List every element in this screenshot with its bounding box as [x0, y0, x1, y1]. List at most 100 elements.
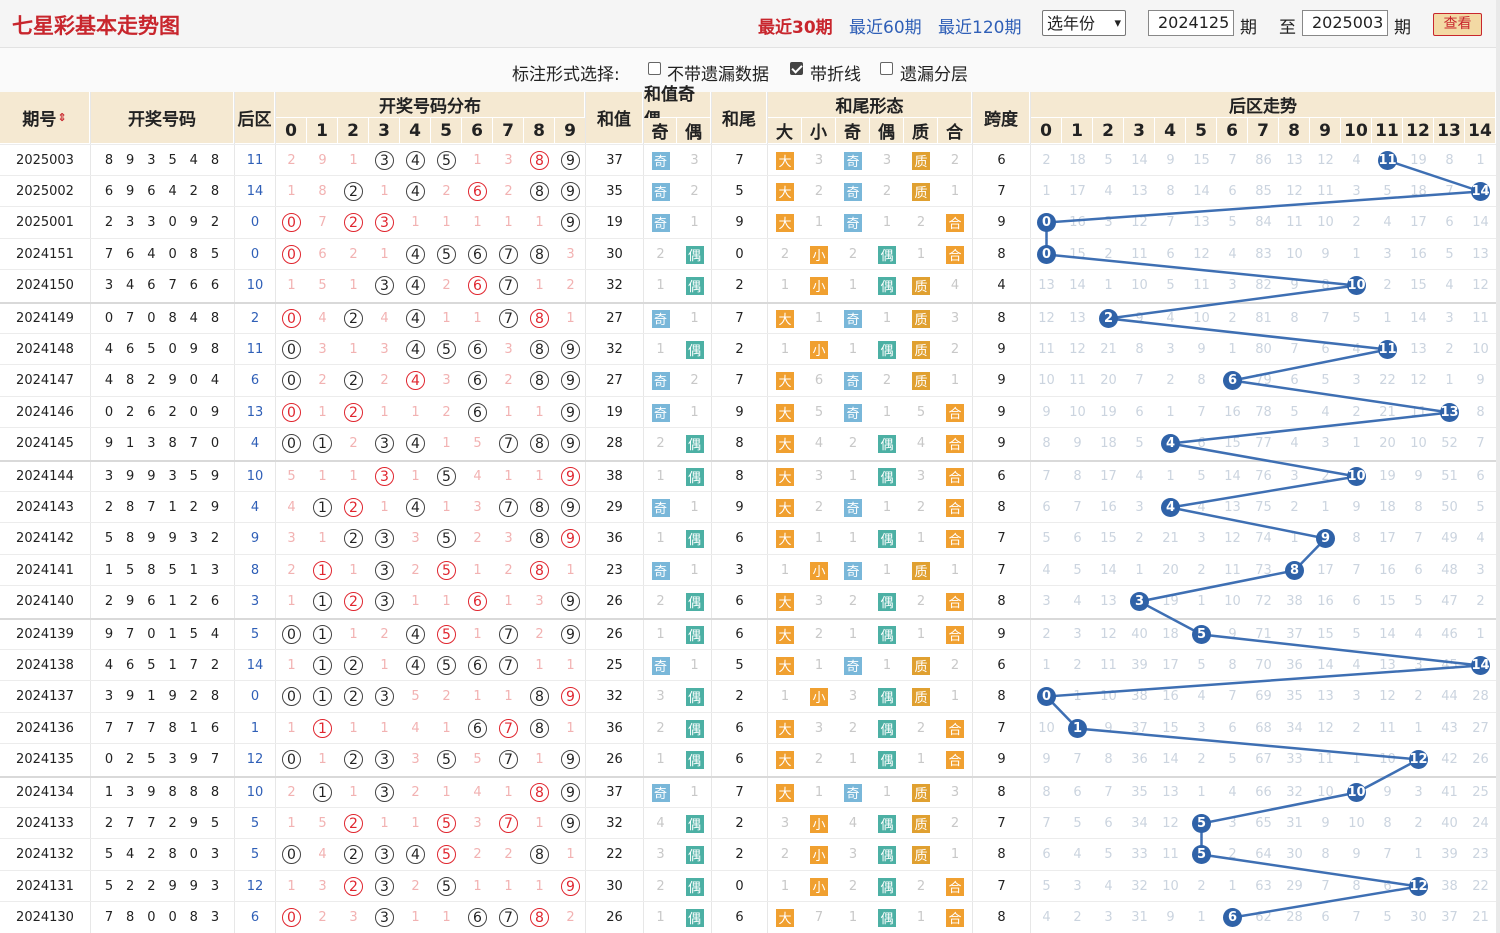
- checkbox-miss-layer[interactable]: [880, 62, 893, 75]
- miss-count: 3: [566, 247, 575, 262]
- back-trend-cell: 1: [1217, 871, 1248, 902]
- hit-ball: 6: [468, 592, 487, 611]
- hit-ball: 4: [406, 182, 425, 201]
- miss-count: 46: [1441, 627, 1458, 642]
- form-cell: 小: [802, 334, 836, 365]
- miss-count: 1: [1073, 689, 1082, 704]
- form-cell: 偶: [870, 713, 904, 744]
- draw-number: 6: [210, 594, 220, 609]
- miss-count: 2: [1445, 342, 1454, 357]
- draw-number: 9: [189, 879, 198, 894]
- link-recent-30[interactable]: 最近30期: [758, 18, 833, 38]
- parity-cell: 1: [644, 744, 677, 775]
- form-tag: 偶: [878, 687, 896, 706]
- back-trend-cell: 6: [1062, 523, 1093, 554]
- miss-count: 13: [1162, 785, 1179, 800]
- scrollbar[interactable]: [1496, 0, 1500, 933]
- miss-count: 12: [1317, 721, 1334, 736]
- checkbox-with-line[interactable]: [790, 62, 803, 75]
- distribution-cell: 2: [369, 619, 400, 650]
- link-recent-60[interactable]: 最近60期: [849, 18, 922, 38]
- draw-number: 4: [126, 847, 135, 862]
- parity-cell: 1: [678, 650, 711, 681]
- back-trend-cell: 6: [1217, 365, 1248, 396]
- draw-number: 7: [126, 311, 135, 326]
- miss-count: 7: [1042, 816, 1051, 831]
- miss-count: 1: [1197, 594, 1206, 609]
- back-trend-cell: 7: [1403, 523, 1434, 554]
- miss-count: 8: [1290, 311, 1299, 326]
- miss-count: 8: [1321, 847, 1330, 862]
- distribution-cell: 2: [338, 176, 369, 207]
- back-trend-cell: 6: [1031, 492, 1062, 523]
- back-trend-cell: 77: [1248, 428, 1279, 459]
- miss-count: 1: [442, 311, 451, 326]
- miss-count: 2: [504, 373, 513, 388]
- span-value: 8: [997, 689, 1006, 704]
- parity-cell: 奇: [644, 555, 677, 586]
- hit-ball: 6: [468, 719, 487, 738]
- header-period[interactable]: 期号 ⇕: [0, 92, 90, 144]
- form-tag: 大: [776, 719, 794, 738]
- miss-count: 29: [1286, 879, 1303, 894]
- miss-count: 1: [504, 469, 513, 484]
- checkbox-no-miss[interactable]: [648, 62, 661, 75]
- miss-count: 1: [882, 658, 892, 673]
- draw-number: 0: [168, 215, 177, 230]
- back-trend-cell: 39: [1124, 650, 1155, 681]
- distribution-cell: 1: [431, 492, 462, 523]
- form-cell: 质: [904, 777, 938, 808]
- back-trend-cell: 9: [1186, 334, 1217, 365]
- tail-value: 0: [735, 247, 744, 262]
- span-value: 9: [997, 342, 1006, 357]
- link-recent-120[interactable]: 最近120期: [938, 18, 1022, 38]
- distribution-cell: 1: [276, 270, 307, 301]
- back-trend-cell: 85: [1248, 176, 1279, 207]
- period-cell: 2024137: [16, 689, 74, 704]
- form-tag: 大: [776, 529, 794, 548]
- period-to-input[interactable]: 2025003: [1302, 10, 1388, 36]
- parity-tag: 奇: [651, 656, 670, 675]
- year-select[interactable]: 选年份 ▾: [1042, 10, 1126, 36]
- back-trend-cell: 13: [1310, 681, 1341, 712]
- back-trend-cell: 2: [1093, 303, 1124, 334]
- miss-count: 11: [1162, 847, 1179, 862]
- back-trend-cell: 5: [1434, 239, 1465, 270]
- sort-arrows-icon[interactable]: ⇕: [57, 111, 67, 124]
- miss-count: 2: [656, 879, 665, 894]
- miss-count: 12: [1317, 153, 1334, 168]
- miss-count: 34: [1131, 816, 1148, 831]
- miss-count: 4: [656, 816, 665, 831]
- distribution-cell: 9: [555, 681, 586, 712]
- miss-count: 45: [1441, 658, 1458, 673]
- form-tag: 奇: [844, 403, 862, 422]
- draw-number: 2: [189, 184, 198, 199]
- miss-count: 1: [380, 721, 389, 736]
- period-from-input[interactable]: 2024125: [1148, 10, 1234, 36]
- header-sum: 和值: [586, 92, 643, 144]
- form-cell: 偶: [870, 428, 904, 459]
- back-number: 4: [250, 436, 260, 451]
- back-trend-cell: 6: [1155, 239, 1186, 270]
- form-tag: 质: [912, 182, 930, 201]
- hit-ball: 4: [406, 276, 425, 295]
- back-trend-cell: 10: [1341, 777, 1372, 808]
- hit-ball: 2: [344, 656, 363, 675]
- draw-number: 6: [147, 594, 156, 609]
- query-button[interactable]: 查看: [1433, 13, 1482, 36]
- draw-number: 3: [126, 215, 135, 230]
- back-trend-cell: 4: [1155, 492, 1186, 523]
- row-divider: [0, 776, 1496, 778]
- back-trend-cell: 7: [1310, 303, 1341, 334]
- draw-number: 6: [147, 405, 156, 420]
- miss-count: 1: [473, 215, 482, 230]
- span-value: 9: [997, 373, 1006, 388]
- draw-number: 0: [189, 405, 198, 420]
- form-cell: 大: [768, 397, 802, 428]
- miss-count: 51: [1441, 469, 1458, 484]
- hit-ball: 4: [406, 340, 425, 359]
- form-tag: 偶: [878, 845, 896, 864]
- back-trend-cell: 10: [1031, 365, 1062, 396]
- tail-value: 7: [735, 373, 744, 388]
- miss-count: 14: [1162, 752, 1179, 767]
